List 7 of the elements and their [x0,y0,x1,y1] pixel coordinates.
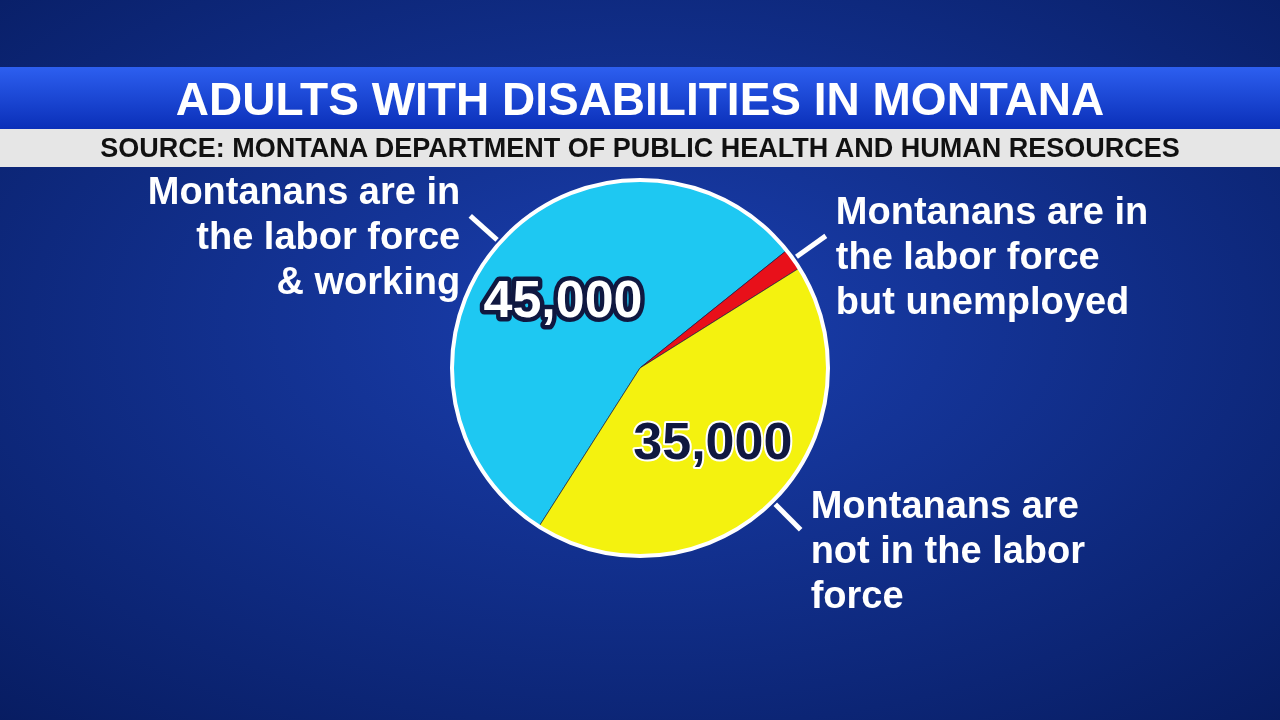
chart-title: ADULTS WITH DISABILITIES IN MONTANA [175,73,1105,125]
data-label: 35,000 [633,412,793,471]
slice-label: Montanans are in the labor force & working [147,169,461,302]
slice-label: Montanans are not in the labor force [810,483,1086,616]
data-label: 45,000 [483,269,643,328]
slice-label: Montanans are in the labor force but unemployed [835,189,1149,322]
source-note: SOURCE: MONTANA DEPARTMENT OF PUBLIC HEALTH AND HUMAN RESOURCES [100,133,1180,163]
